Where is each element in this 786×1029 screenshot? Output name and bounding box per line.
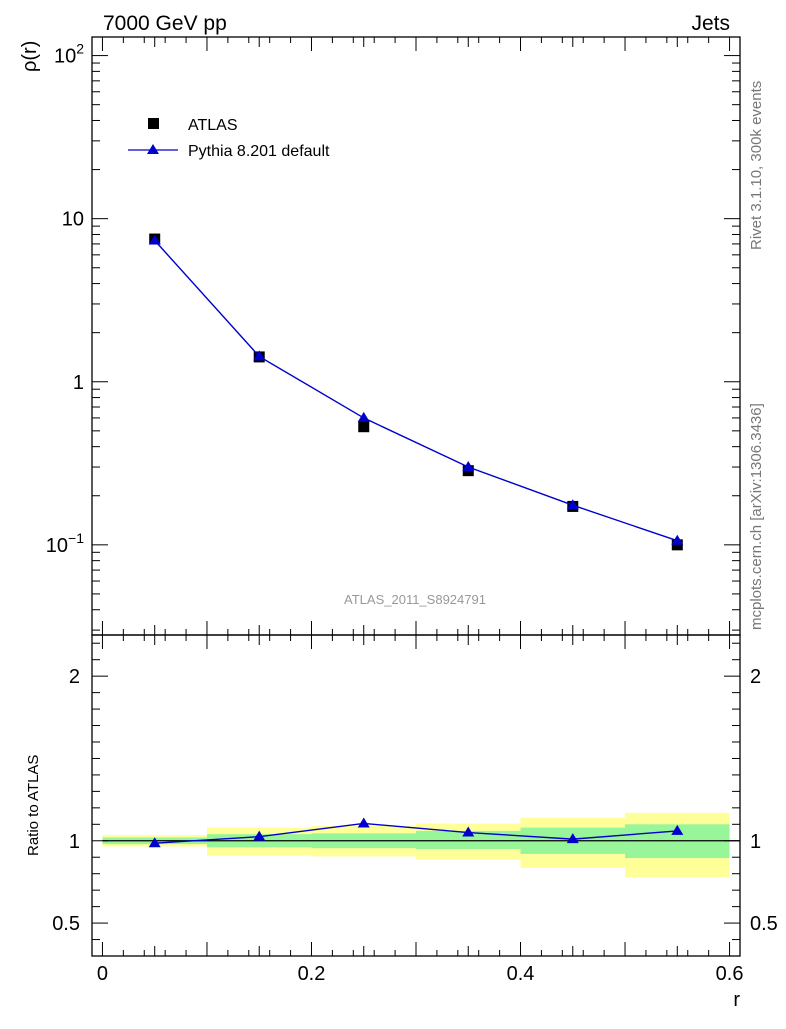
main-y-axis-label: ρ(r) — [19, 41, 41, 72]
main-y-tick-label-0: 10−1 — [46, 530, 84, 557]
pythia-point-2 — [357, 411, 370, 422]
ratio-y-tick-label-right-0: 0.5 — [750, 913, 778, 935]
ratio-y-tick-label-right-2: 2 — [750, 666, 761, 688]
pythia-point-0 — [148, 234, 161, 245]
ratio-y-tick-label-left-1: 1 — [69, 831, 80, 853]
main-y-tick-label-1: 1 — [73, 372, 84, 394]
header-right: Jets — [691, 12, 730, 35]
x-axis-label: r — [733, 989, 740, 1011]
x-tick-label-2: 0.4 — [507, 963, 535, 985]
header-left: 7000 GeV pp — [103, 12, 227, 35]
pythia-line — [154, 240, 678, 542]
pythia-point-1 — [253, 350, 266, 361]
legend-pythia-label: Pythia 8.201 default — [188, 143, 330, 160]
ratio-frame — [91, 634, 741, 957]
side-text-bottom: mcplots.cern.ch [arXiv:1306.3436] — [748, 403, 765, 630]
ratio-y-axis-label: Ratio to ATLAS — [25, 755, 42, 856]
ratio-pythia-point-4 — [566, 833, 579, 844]
legend: ATLAS Pythia 8.201 default — [128, 117, 330, 160]
pythia-point-5 — [671, 534, 684, 545]
x-tick-label-1: 0.2 — [298, 963, 326, 985]
ratio-pythia-line — [154, 822, 678, 844]
ratio-panel: 0 0.2 0.4 0.6 0.5 0.5 1 1 2 2 — [52, 634, 778, 985]
ratio-pythia-point-0 — [148, 837, 161, 848]
x-tick-label-3: 0.6 — [716, 963, 744, 985]
ratio-pythia-point-2 — [357, 817, 370, 828]
main-y-tick-label-3: 102 — [54, 41, 84, 68]
ratio-band-inner-3 — [416, 830, 521, 849]
legend-pythia-marker — [147, 144, 159, 154]
main-y-tick-label-2: 10 — [62, 209, 84, 231]
legend-atlas-marker — [148, 118, 159, 129]
x-tick-label-0: 0 — [97, 963, 108, 985]
legend-atlas-label: ATLAS — [188, 117, 238, 134]
analysis-watermark: ATLAS_2011_S8924791 — [344, 592, 486, 607]
atlas-point-5 — [671, 539, 683, 551]
side-text-top: Rivet 3.1.10, 300k events — [748, 81, 765, 250]
ratio-y-tick-label-right-1: 1 — [750, 831, 761, 853]
ratio-y-tick-label-left-2: 2 — [69, 666, 80, 688]
atlas-point-2 — [358, 421, 370, 433]
ratio-pythia-point-1 — [253, 830, 266, 841]
ratio-y-tick-label-left-0: 0.5 — [52, 913, 80, 935]
pythia-point-4 — [566, 499, 579, 510]
ratio-pythia-point-3 — [462, 826, 475, 837]
pythia-point-3 — [462, 461, 475, 472]
ratio-pythia-point-5 — [671, 824, 684, 835]
